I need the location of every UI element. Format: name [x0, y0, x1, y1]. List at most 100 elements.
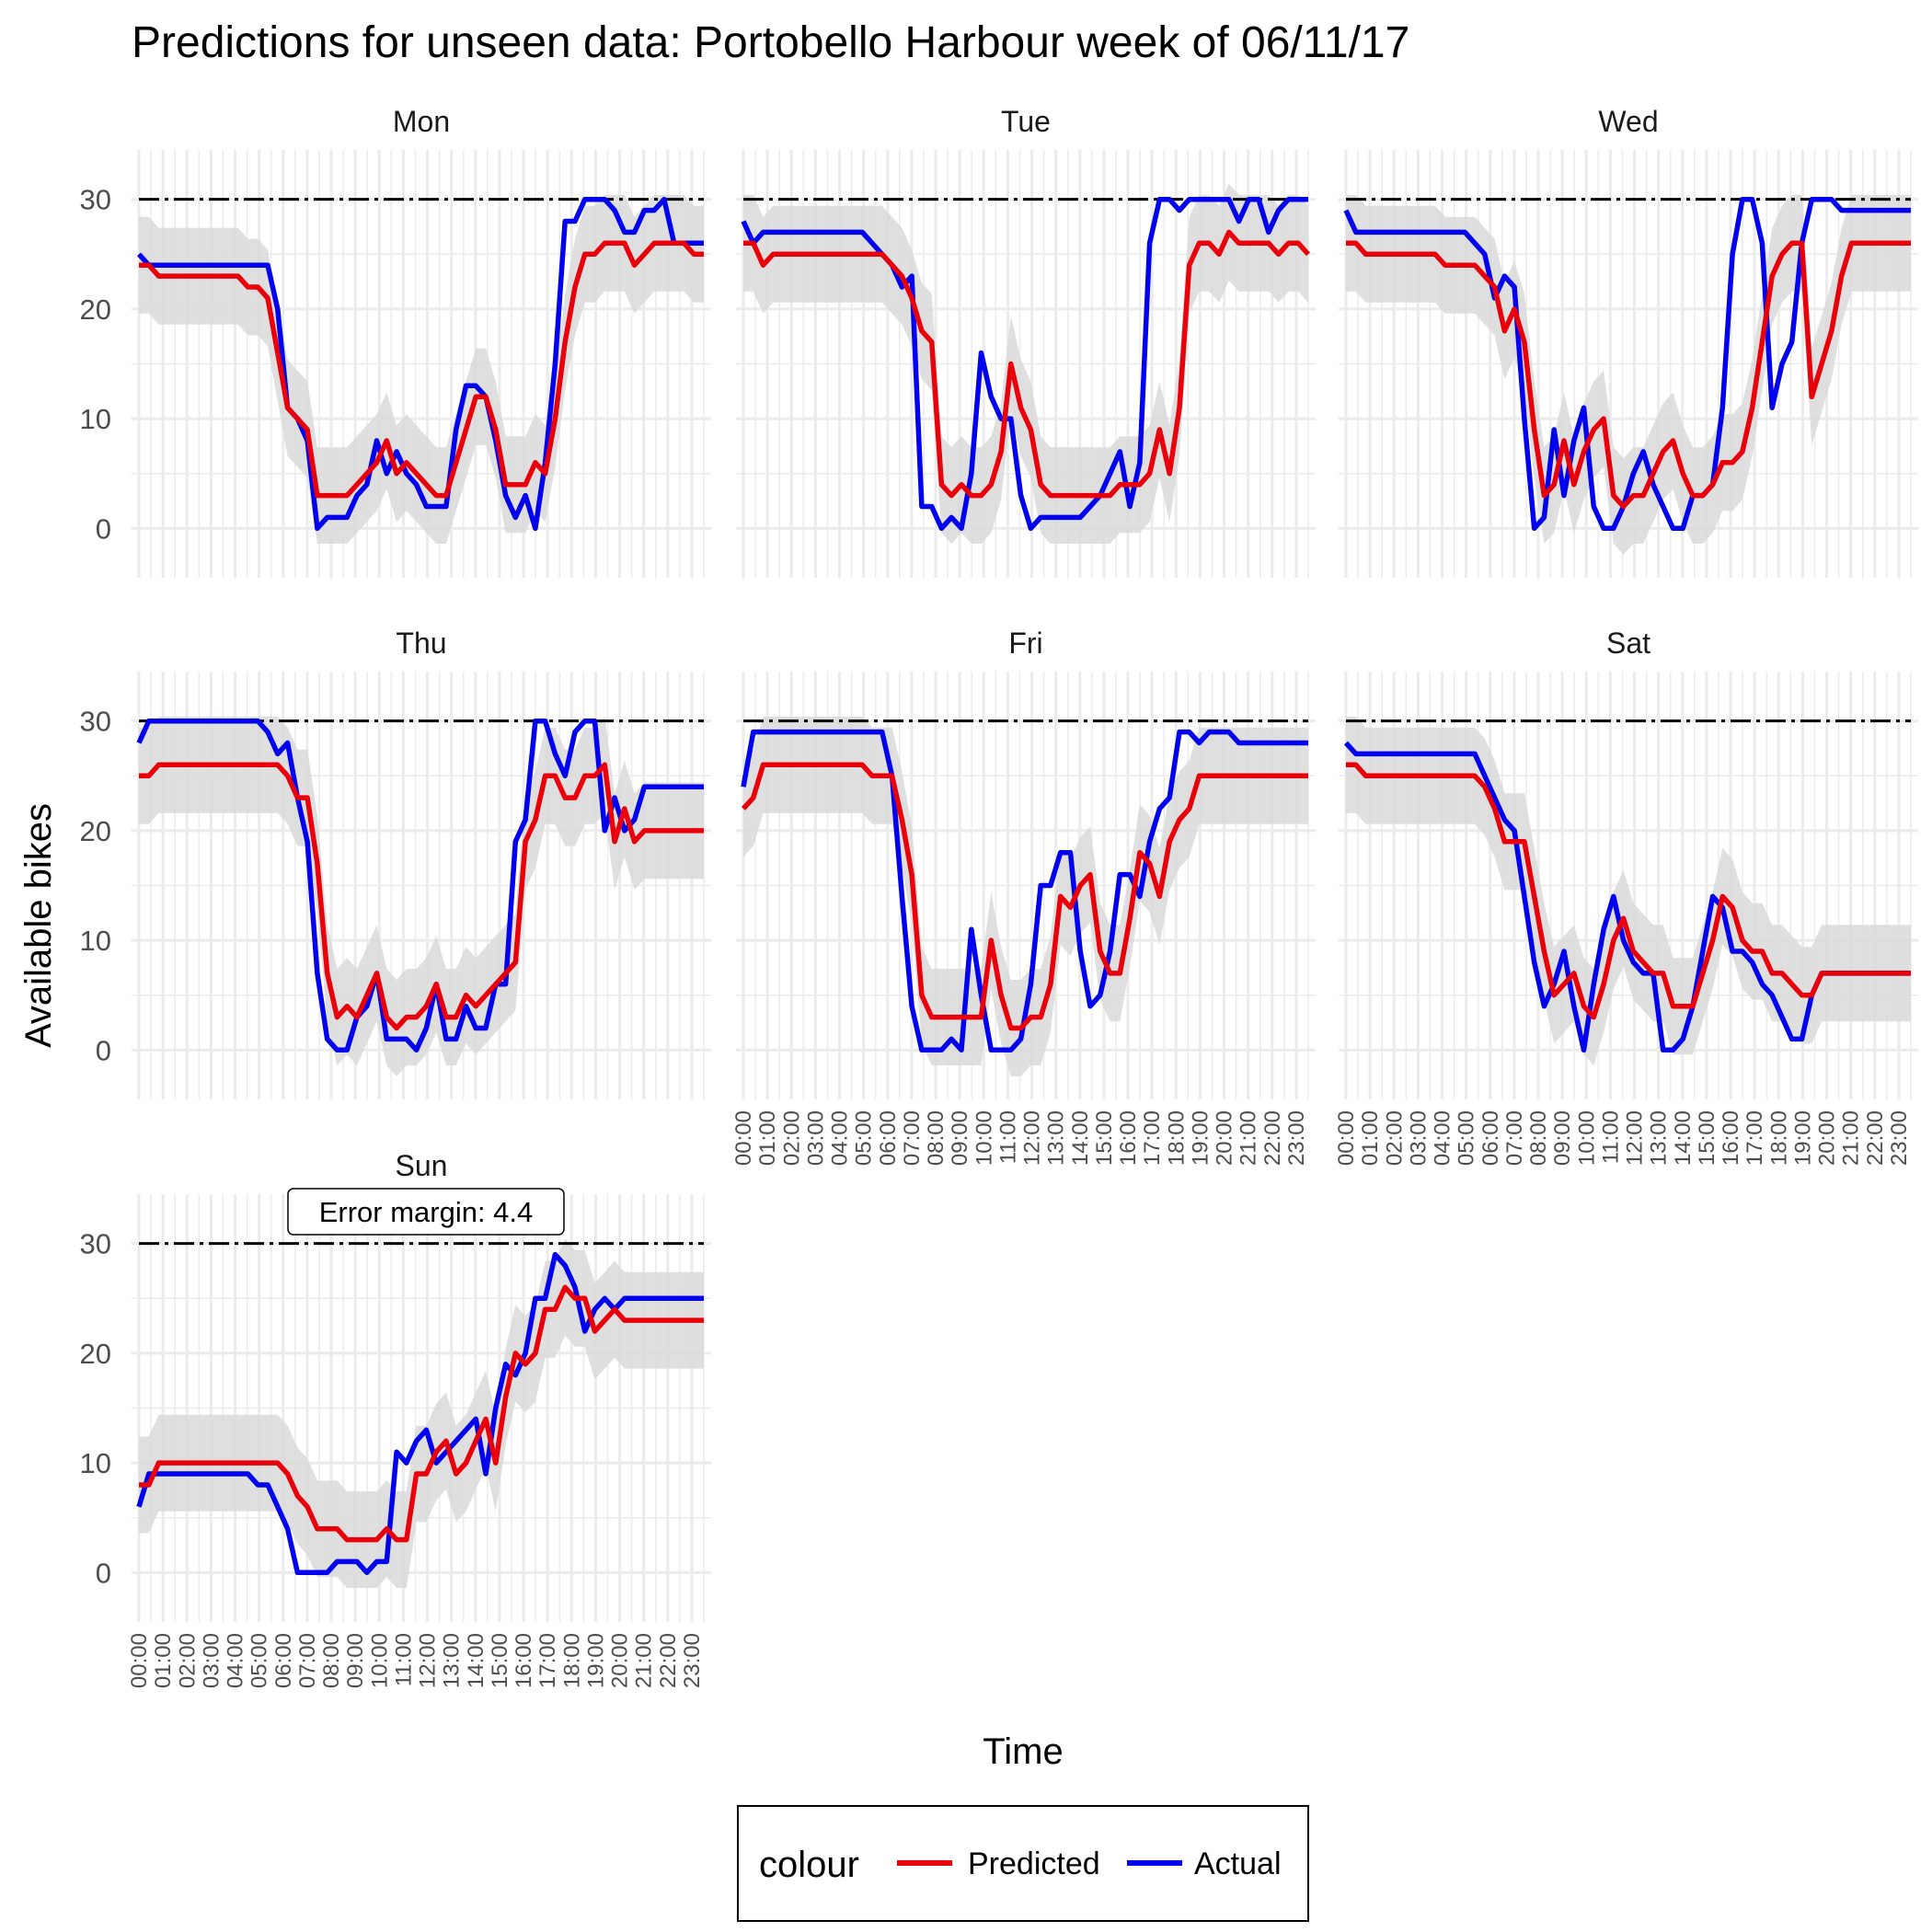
x-tick-label: 23:00	[1284, 1110, 1309, 1166]
x-tick-label: 12:00	[416, 1633, 441, 1688]
x-tick-label: 10:00	[972, 1110, 996, 1166]
x-tick-label: 02:00	[175, 1633, 200, 1688]
x-tick-label: 09:00	[948, 1110, 972, 1166]
x-tick-label: 00:00	[1334, 1110, 1359, 1166]
x-tick-label: 22:00	[1260, 1110, 1285, 1166]
error-ribbon	[139, 194, 704, 544]
y-tick-label: 10	[80, 925, 111, 957]
x-tick-label: 19:00	[1790, 1110, 1815, 1166]
x-tick-label: 13:00	[1044, 1110, 1069, 1166]
x-tick-label: 17:00	[1742, 1110, 1767, 1166]
x-tick-label: 18:00	[1766, 1110, 1791, 1166]
x-tick-label: 10:00	[367, 1633, 392, 1688]
x-tick-label: 14:00	[1671, 1110, 1696, 1166]
panel-strip-label: Fri	[1008, 627, 1042, 660]
series-line-actual	[741, 729, 1308, 1053]
x-tick-label: 22:00	[1863, 1110, 1888, 1166]
error-ribbon	[139, 716, 704, 1076]
y-tick-label: 30	[80, 184, 111, 216]
x-tick-label: 03:00	[199, 1633, 224, 1688]
series-line-predicted	[139, 240, 704, 499]
legend-title: colour	[759, 1845, 859, 1885]
series-line-predicted	[139, 1284, 704, 1543]
x-tick-label: 19:00	[583, 1633, 608, 1688]
x-tick-label: 07:00	[295, 1633, 320, 1688]
y-tick-label: 20	[80, 815, 111, 847]
legend-box	[737, 1805, 1309, 1922]
x-tick-label: 21:00	[1236, 1110, 1261, 1166]
x-tick-label: 08:00	[924, 1110, 949, 1166]
x-tick-label: 09:00	[1550, 1110, 1575, 1166]
x-tick-label: 04:00	[224, 1633, 248, 1688]
y-tick-label: 0	[96, 1034, 111, 1066]
x-tick-label: 12:00	[1623, 1110, 1648, 1166]
y-tick-label: 30	[80, 706, 111, 738]
x-tick-label: 18:00	[559, 1633, 584, 1688]
x-tick-label: 11:00	[995, 1110, 1020, 1164]
panel-wed: Wed	[1339, 105, 1918, 578]
panel-strip-label: Thu	[396, 627, 446, 660]
error-margin-annotation: Error margin: 4.4	[319, 1196, 534, 1228]
x-tick-label: 01:00	[1358, 1110, 1383, 1166]
x-tick-label: 01:00	[755, 1110, 780, 1166]
series-line-predicted	[743, 229, 1311, 499]
x-axis-label: Time	[983, 1731, 1063, 1772]
x-tick-label: 04:00	[828, 1110, 853, 1166]
x-tick-label: 16:00	[512, 1633, 536, 1688]
x-tick-label: 14:00	[1068, 1110, 1093, 1166]
x-tick-label: 20:00	[608, 1633, 633, 1688]
x-tick-label: 02:00	[1382, 1110, 1407, 1166]
x-tick-label: 06:00	[1478, 1110, 1503, 1166]
series-line-actual	[136, 196, 704, 532]
y-tick-label: 20	[80, 293, 111, 326]
error-ribbon	[1346, 716, 1911, 1065]
chart-title: Predictions for unseen data: Portobello …	[132, 18, 1409, 67]
x-tick-label: 13:00	[440, 1633, 465, 1688]
x-tick-label: 10:00	[1574, 1110, 1599, 1166]
x-tick-label: 16:00	[1116, 1110, 1141, 1166]
x-tick-label: 21:00	[1839, 1110, 1864, 1166]
x-tick-label: 22:00	[656, 1633, 681, 1688]
y-tick-label: 10	[80, 403, 111, 435]
x-tick-label: 18:00	[1164, 1110, 1189, 1166]
error-margin-annotation-box	[287, 1188, 565, 1236]
x-tick-label: 00:00	[127, 1633, 152, 1688]
series-line-predicted	[741, 762, 1308, 1031]
x-tick-label: 12:00	[1020, 1110, 1045, 1166]
panel-strip-label: Tue	[1001, 105, 1051, 138]
legend-label-actual: Actual	[1194, 1846, 1282, 1881]
error-ribbon	[743, 716, 1308, 1076]
series-line-actual	[136, 1251, 704, 1576]
x-tick-label: 23:00	[1887, 1110, 1912, 1166]
error-ribbon	[139, 1238, 704, 1588]
x-tick-label: 06:00	[876, 1110, 901, 1166]
x-tick-label: 15:00	[1695, 1110, 1719, 1166]
panel-sun: Sun 0 10 20 30 00:00 01:00 02:00 03:00 04:00 05:00…	[80, 1149, 711, 1688]
x-tick-label: 00:00	[731, 1110, 756, 1166]
y-tick-label: 30	[80, 1228, 111, 1260]
x-tick-label: 06:00	[271, 1633, 296, 1688]
x-tick-label: 08:00	[1526, 1110, 1551, 1166]
x-tick-label: 15:00	[488, 1633, 512, 1688]
series-line-actual	[1343, 196, 1911, 532]
x-tick-label: 17:00	[535, 1633, 560, 1688]
legend-label-predicted: Predicted	[968, 1846, 1100, 1881]
x-tick-label: 05:00	[1455, 1110, 1479, 1166]
panel-strip-label: Mon	[393, 105, 450, 138]
panel-fri: Fri 00:00 01:00 02:00 03:00 04:00 05:00 06:00 07…	[731, 627, 1316, 1166]
y-tick-label: 10	[80, 1447, 111, 1479]
panel-thu: Thu 0 10 20 30	[80, 627, 711, 1099]
x-tick-label: 04:00	[1431, 1110, 1455, 1166]
x-tick-label: 23:00	[680, 1633, 705, 1688]
x-tick-label: 07:00	[900, 1110, 925, 1166]
series-line-predicted	[1346, 762, 1911, 1020]
x-tick-label: 11:00	[391, 1633, 416, 1686]
x-tick-label: 20:00	[1213, 1110, 1237, 1166]
x-tick-label: 17:00	[1140, 1110, 1165, 1166]
x-tick-label: 09:00	[343, 1633, 368, 1688]
y-tick-label: 20	[80, 1338, 111, 1370]
panel-strip-label: Wed	[1598, 105, 1658, 138]
x-tick-label: 13:00	[1647, 1110, 1672, 1166]
